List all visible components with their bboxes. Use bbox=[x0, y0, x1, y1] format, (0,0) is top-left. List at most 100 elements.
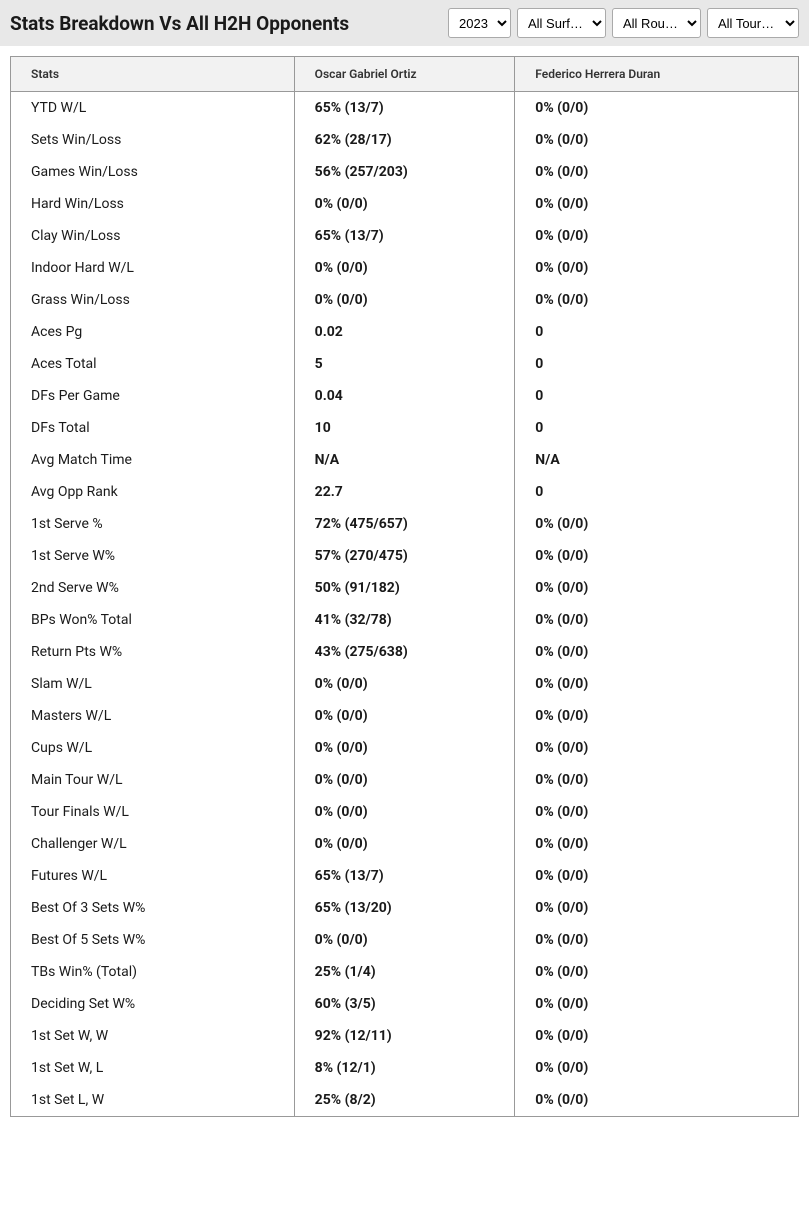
stat-label: Masters W/L bbox=[11, 700, 295, 732]
stat-value: 0% (0/0) bbox=[515, 572, 799, 604]
stat-value: 60% (3/5) bbox=[294, 988, 515, 1020]
stat-label: 2nd Serve W% bbox=[11, 572, 295, 604]
stat-label: Slam W/L bbox=[11, 668, 295, 700]
stat-value: N/A bbox=[515, 444, 799, 476]
stat-value: 0.02 bbox=[294, 316, 515, 348]
stat-value: 56% (257/203) bbox=[294, 156, 515, 188]
stat-value: 0% (0/0) bbox=[294, 732, 515, 764]
table-row: BPs Won% Total41% (32/78)0% (0/0) bbox=[11, 604, 799, 636]
stat-value: 92% (12/11) bbox=[294, 1020, 515, 1052]
table-row: Games Win/Loss56% (257/203)0% (0/0) bbox=[11, 156, 799, 188]
table-row: Hard Win/Loss0% (0/0)0% (0/0) bbox=[11, 188, 799, 220]
year-select[interactable]: 202320222021 bbox=[448, 8, 511, 38]
stat-value: 22.7 bbox=[294, 476, 515, 508]
stat-value: 0% (0/0) bbox=[515, 828, 799, 860]
stats-table-body: YTD W/L65% (13/7)0% (0/0)Sets Win/Loss62… bbox=[11, 92, 799, 1117]
stat-value: 0 bbox=[515, 476, 799, 508]
stat-label: Best Of 5 Sets W% bbox=[11, 924, 295, 956]
stat-value: 0% (0/0) bbox=[294, 700, 515, 732]
table-row: DFs Total100 bbox=[11, 412, 799, 444]
stat-label: Indoor Hard W/L bbox=[11, 252, 295, 284]
stat-value: 0% (0/0) bbox=[515, 220, 799, 252]
stat-value: 0% (0/0) bbox=[515, 540, 799, 572]
stat-value: 0% (0/0) bbox=[515, 1020, 799, 1052]
table-header-row: Stats Oscar Gabriel Ortiz Federico Herre… bbox=[11, 57, 799, 92]
stat-value: 65% (13/7) bbox=[294, 860, 515, 892]
table-row: 2nd Serve W%50% (91/182)0% (0/0) bbox=[11, 572, 799, 604]
table-row: Cups W/L0% (0/0)0% (0/0) bbox=[11, 732, 799, 764]
table-row: Slam W/L0% (0/0)0% (0/0) bbox=[11, 668, 799, 700]
header-bar: Stats Breakdown Vs All H2H Opponents 202… bbox=[0, 0, 809, 46]
stat-label: Aces Pg bbox=[11, 316, 295, 348]
stat-label: DFs Per Game bbox=[11, 380, 295, 412]
stat-label: 1st Serve % bbox=[11, 508, 295, 540]
stat-value: 0% (0/0) bbox=[515, 1052, 799, 1084]
stat-value: 0% (0/0) bbox=[515, 924, 799, 956]
table-row: Deciding Set W%60% (3/5)0% (0/0) bbox=[11, 988, 799, 1020]
stat-label: 1st Set W, W bbox=[11, 1020, 295, 1052]
stat-label: YTD W/L bbox=[11, 92, 295, 125]
stat-value: 65% (13/20) bbox=[294, 892, 515, 924]
stat-label: Return Pts W% bbox=[11, 636, 295, 668]
table-row: 1st Serve %72% (475/657)0% (0/0) bbox=[11, 508, 799, 540]
stat-label: Games Win/Loss bbox=[11, 156, 295, 188]
stat-label: Deciding Set W% bbox=[11, 988, 295, 1020]
table-row: 1st Serve W%57% (270/475)0% (0/0) bbox=[11, 540, 799, 572]
stat-value: 0% (0/0) bbox=[294, 764, 515, 796]
col-stats: Stats bbox=[11, 57, 295, 92]
table-row: 1st Set W, W92% (12/11)0% (0/0) bbox=[11, 1020, 799, 1052]
stat-value: 65% (13/7) bbox=[294, 92, 515, 125]
stat-value: 0% (0/0) bbox=[515, 732, 799, 764]
round-select[interactable]: All Rou…FinalSFQF bbox=[612, 8, 701, 38]
stat-value: 25% (8/2) bbox=[294, 1084, 515, 1117]
col-player1: Oscar Gabriel Ortiz bbox=[294, 57, 515, 92]
stat-value: 25% (1/4) bbox=[294, 956, 515, 988]
stat-value: 0% (0/0) bbox=[515, 956, 799, 988]
stat-value: 0% (0/0) bbox=[294, 252, 515, 284]
stat-value: 5 bbox=[294, 348, 515, 380]
table-row: Clay Win/Loss65% (13/7)0% (0/0) bbox=[11, 220, 799, 252]
stat-label: Sets Win/Loss bbox=[11, 124, 295, 156]
stat-value: 0% (0/0) bbox=[515, 92, 799, 125]
stat-value: 0 bbox=[515, 316, 799, 348]
stat-value: 0% (0/0) bbox=[515, 668, 799, 700]
stat-label: Clay Win/Loss bbox=[11, 220, 295, 252]
stat-value: 65% (13/7) bbox=[294, 220, 515, 252]
stat-value: 0% (0/0) bbox=[515, 892, 799, 924]
stat-label: Challenger W/L bbox=[11, 828, 295, 860]
stat-value: 0% (0/0) bbox=[294, 284, 515, 316]
surface-select[interactable]: All Surf…HardClayGrass bbox=[517, 8, 606, 38]
stat-label: Avg Opp Rank bbox=[11, 476, 295, 508]
stat-value: 0% (0/0) bbox=[294, 668, 515, 700]
table-row: Main Tour W/L0% (0/0)0% (0/0) bbox=[11, 764, 799, 796]
stat-label: Aces Total bbox=[11, 348, 295, 380]
stat-value: 43% (275/638) bbox=[294, 636, 515, 668]
stat-label: Avg Match Time bbox=[11, 444, 295, 476]
stat-value: 0% (0/0) bbox=[515, 1084, 799, 1117]
stat-value: 72% (475/657) bbox=[294, 508, 515, 540]
stat-label: Grass Win/Loss bbox=[11, 284, 295, 316]
stat-value: 0% (0/0) bbox=[515, 764, 799, 796]
table-row: Return Pts W%43% (275/638)0% (0/0) bbox=[11, 636, 799, 668]
table-row: Challenger W/L0% (0/0)0% (0/0) bbox=[11, 828, 799, 860]
stat-label: Main Tour W/L bbox=[11, 764, 295, 796]
stat-value: 10 bbox=[294, 412, 515, 444]
table-row: Best Of 5 Sets W%0% (0/0)0% (0/0) bbox=[11, 924, 799, 956]
stat-value: 0% (0/0) bbox=[515, 796, 799, 828]
table-row: 1st Set L, W25% (8/2)0% (0/0) bbox=[11, 1084, 799, 1117]
stat-label: DFs Total bbox=[11, 412, 295, 444]
stat-label: 1st Set L, W bbox=[11, 1084, 295, 1117]
table-row: Indoor Hard W/L0% (0/0)0% (0/0) bbox=[11, 252, 799, 284]
tour-select[interactable]: All Tour…ATPChallengerFutures bbox=[707, 8, 799, 38]
stat-label: Tour Finals W/L bbox=[11, 796, 295, 828]
table-row: Futures W/L65% (13/7)0% (0/0) bbox=[11, 860, 799, 892]
stat-value: 0% (0/0) bbox=[515, 988, 799, 1020]
stat-value: 0% (0/0) bbox=[515, 636, 799, 668]
table-row: Aces Total50 bbox=[11, 348, 799, 380]
stat-value: 0 bbox=[515, 380, 799, 412]
stat-value: 0% (0/0) bbox=[294, 828, 515, 860]
stat-value: 0% (0/0) bbox=[515, 700, 799, 732]
stat-value: 0.04 bbox=[294, 380, 515, 412]
stat-value: N/A bbox=[294, 444, 515, 476]
stat-value: 0 bbox=[515, 348, 799, 380]
